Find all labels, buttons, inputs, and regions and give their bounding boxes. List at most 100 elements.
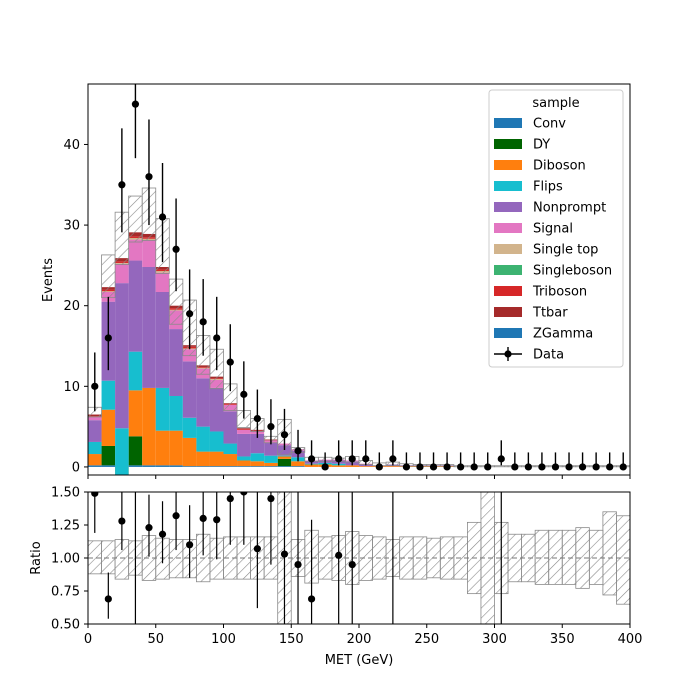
legend-label-triboson: Triboson [532, 285, 587, 300]
bar-diboson-bin-14 [277, 456, 292, 459]
ratio-point-7 [199, 514, 207, 523]
ratio-x-axis: 0 50 100 150 200 250 300 350 400 [84, 624, 643, 647]
bar-diboson-bin-3 [128, 390, 143, 437]
ratio-point-6 [186, 541, 194, 549]
data-point-15 [294, 447, 302, 455]
bar-conv-bin-1 [101, 465, 116, 467]
legend-swatch-dy [494, 139, 522, 149]
data-point-5 [158, 213, 167, 221]
bar-flips-bin-5 [155, 387, 170, 431]
ratio-point-15 [307, 595, 316, 603]
bar-nonprompt-bin-3 [128, 260, 143, 352]
ratio-y-tick-label-2: 1.00 [51, 552, 80, 567]
ratio-point-9 [226, 495, 234, 503]
bar-diboson-bin-9 [209, 451, 224, 467]
bar-ttbar-bin-11 [237, 428, 251, 430]
bar-triboson-bin-11 [237, 429, 251, 430]
legend-swatch-single-top [494, 244, 522, 254]
bar-signal-bin-2 [115, 263, 129, 284]
main-y-tick-label-2: 20 [63, 299, 80, 314]
data-points [91, 84, 627, 471]
bar-diboson-bin-8 [196, 451, 210, 467]
legend-swatch-nonprompt [494, 202, 522, 212]
x-tick-label-6: 300 [482, 632, 507, 647]
bar-diboson-bin-12 [250, 461, 265, 467]
bar-nonprompt-bin-9 [209, 387, 224, 432]
bar-diboson-bin-6 [169, 430, 183, 466]
data-point-25 [429, 463, 438, 471]
main-y-axis: 0 10 20 30 40 [63, 138, 88, 475]
data-point-3 [131, 100, 140, 108]
bar-nonprompt-bin-12 [250, 433, 265, 454]
main-x-axis [87, 475, 631, 479]
legend-swatch-zgamma [494, 328, 522, 338]
data-point-32 [524, 463, 532, 471]
ratio-uncertainty-band [88, 492, 630, 624]
data-point-37 [592, 463, 600, 471]
data-point-27 [457, 463, 465, 471]
bar-flips-bin-10 [223, 443, 238, 455]
legend-label-diboson: Diboson [533, 159, 586, 174]
bar-flips-bin-1 [101, 380, 116, 410]
bar-signal-bin-3 [128, 239, 143, 261]
data-point-39 [619, 463, 627, 471]
bar-diboson-bin-16 [304, 464, 319, 467]
bar-flips-bin-8 [196, 426, 210, 452]
ratio-panel: 0.50 0.75 1.00 1.25 1.50 0 50 100 150 200 250 300 3… [29, 486, 643, 669]
data-point-35 [565, 463, 573, 471]
data-point-13 [267, 423, 275, 431]
ratio-point-8 [213, 516, 221, 524]
bar-nonprompt-bin-4 [142, 267, 156, 388]
bar-signal-bin-0 [88, 416, 102, 421]
x-tick-label-8: 400 [618, 632, 643, 647]
data-point-18 [335, 455, 343, 463]
legend-box [488, 89, 624, 368]
mc-band-bin-1 [101, 254, 116, 299]
data-point-21 [375, 463, 383, 471]
data-point-0 [91, 382, 99, 390]
data-point-17 [321, 463, 329, 471]
main-y-tick-label-3: 30 [63, 219, 80, 234]
bar-flips-bin-9 [209, 431, 224, 452]
data-point-4 [145, 173, 153, 181]
bar-flips-bin-6 [169, 395, 183, 431]
bar-nonprompt-bin-8 [196, 378, 210, 427]
data-point-31 [511, 463, 519, 471]
bar-nonprompt-bin-6 [169, 329, 183, 396]
bar-flips-bin-12 [250, 453, 265, 462]
legend-swatch-singleboson [494, 265, 522, 275]
bar-diboson-bin-5 [155, 430, 170, 466]
bar-diboson-bin-10 [223, 454, 238, 467]
bar-flips-bin-13 [264, 455, 278, 463]
legend-data-marker [504, 350, 512, 358]
ratio-band-bin-0 [88, 540, 102, 575]
mc-band-bin-3 [128, 195, 143, 243]
bar-conv-bin-0 [88, 465, 102, 467]
ratio-band-bin-39 [616, 515, 630, 605]
legend-label-singleboson: Singleboson [533, 264, 612, 279]
ratio-y-tick-label-3: 1.25 [51, 519, 80, 534]
data-point-33 [538, 463, 546, 471]
bar-diboson-bin-13 [264, 462, 278, 467]
data-point-28 [470, 463, 478, 471]
bar-diboson-bin-0 [88, 454, 102, 466]
stacked-histogram [88, 232, 454, 475]
bar-diboson-bin-7 [182, 437, 197, 467]
bar-conv-bin-7 [182, 466, 197, 467]
ratio-y-axis-label: Ratio [29, 541, 44, 574]
bar-nonprompt-bin-10 [223, 411, 238, 444]
legend-label-single-top: Single top [533, 243, 598, 258]
bar-diboson-bin-11 [237, 460, 251, 467]
legend-label-data: Data [533, 348, 564, 363]
data-point-1 [104, 334, 112, 342]
legend: sample Conv DY Diboson Flips Nonprompt Signal… [488, 89, 624, 368]
bar-conv-bin-4 [142, 465, 156, 467]
data-point-7 [186, 310, 194, 318]
bar-nonprompt-bin-0 [88, 420, 102, 442]
ratio-point-12 [267, 495, 275, 503]
data-point-9 [213, 334, 221, 342]
bar-nonprompt-bin-13 [264, 442, 278, 456]
ratio-y-tick-label-0: 0.50 [51, 618, 80, 633]
ratio-points [91, 492, 502, 624]
